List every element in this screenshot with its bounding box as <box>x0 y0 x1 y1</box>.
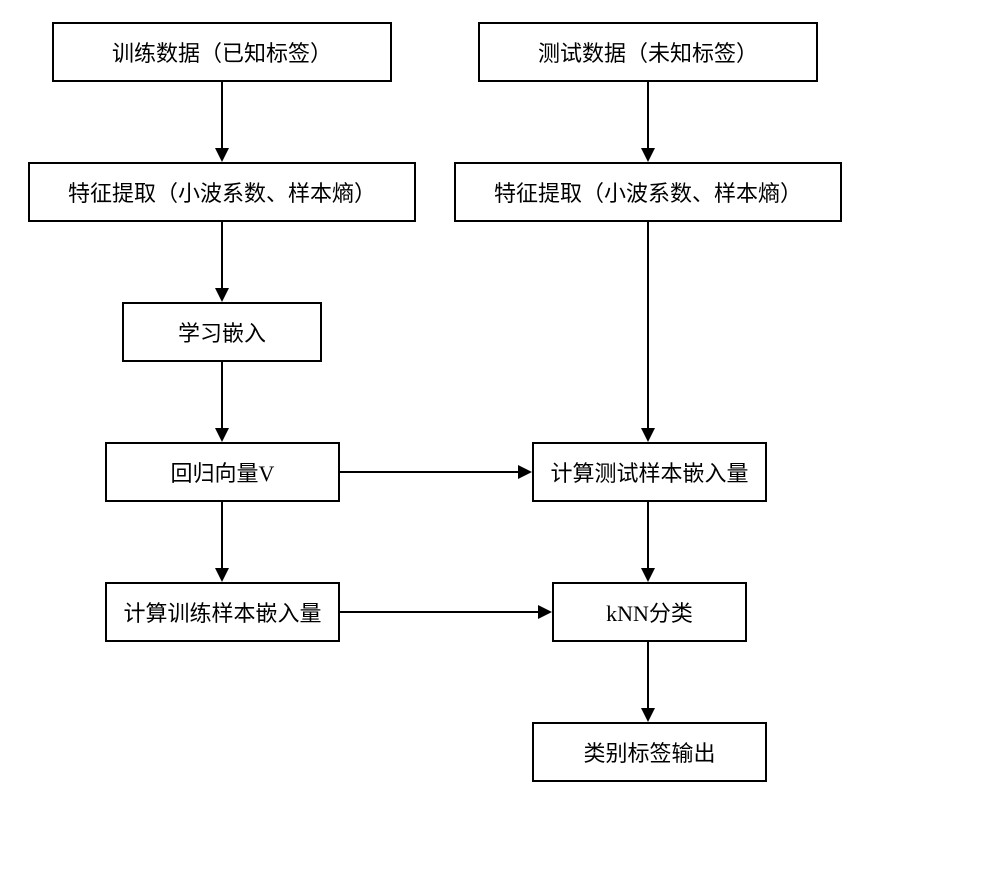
edge-line <box>647 222 649 428</box>
edge-line <box>647 642 649 708</box>
node-label: 计算训练样本嵌入量 <box>123 596 321 628</box>
node-test-data: 测试数据（未知标签） <box>478 22 818 82</box>
node-label: 特征提取（小波系数、样本熵） <box>68 176 376 208</box>
edge-line <box>221 502 223 568</box>
arrow-head-icon <box>215 568 229 582</box>
node-calc-test-embed: 计算测试样本嵌入量 <box>532 442 767 502</box>
arrow-head-icon <box>518 465 532 479</box>
arrow-head-icon <box>641 428 655 442</box>
arrow-head-icon <box>641 148 655 162</box>
node-label: 特征提取（小波系数、样本熵） <box>494 176 802 208</box>
arrow-head-icon <box>215 288 229 302</box>
node-calc-train-embed: 计算训练样本嵌入量 <box>105 582 340 642</box>
edge-line <box>340 471 518 473</box>
arrow-head-icon <box>215 428 229 442</box>
node-output: 类别标签输出 <box>532 722 767 782</box>
arrow-head-icon <box>641 568 655 582</box>
edge-line <box>647 82 649 148</box>
node-label: 学习嵌入 <box>178 316 266 348</box>
node-knn: kNN分类 <box>552 582 747 642</box>
edge-line <box>647 502 649 568</box>
node-test-feature: 特征提取（小波系数、样本熵） <box>454 162 842 222</box>
edge-line <box>221 222 223 288</box>
node-label: 训练数据（已知标签） <box>112 36 332 68</box>
node-train-data: 训练数据（已知标签） <box>52 22 392 82</box>
node-label: 回归向量V <box>171 456 275 488</box>
node-regression-v: 回归向量V <box>105 442 340 502</box>
edge-line <box>340 611 538 613</box>
node-label: 测试数据（未知标签） <box>538 36 758 68</box>
arrow-head-icon <box>641 708 655 722</box>
node-train-feature: 特征提取（小波系数、样本熵） <box>28 162 416 222</box>
arrow-head-icon <box>215 148 229 162</box>
node-learn-embed: 学习嵌入 <box>122 302 322 362</box>
node-label: 类别标签输出 <box>583 736 715 768</box>
edge-line <box>221 82 223 148</box>
node-label: kNN分类 <box>606 596 693 628</box>
edge-line <box>221 362 223 428</box>
arrow-head-icon <box>538 605 552 619</box>
node-label: 计算测试样本嵌入量 <box>550 456 748 488</box>
